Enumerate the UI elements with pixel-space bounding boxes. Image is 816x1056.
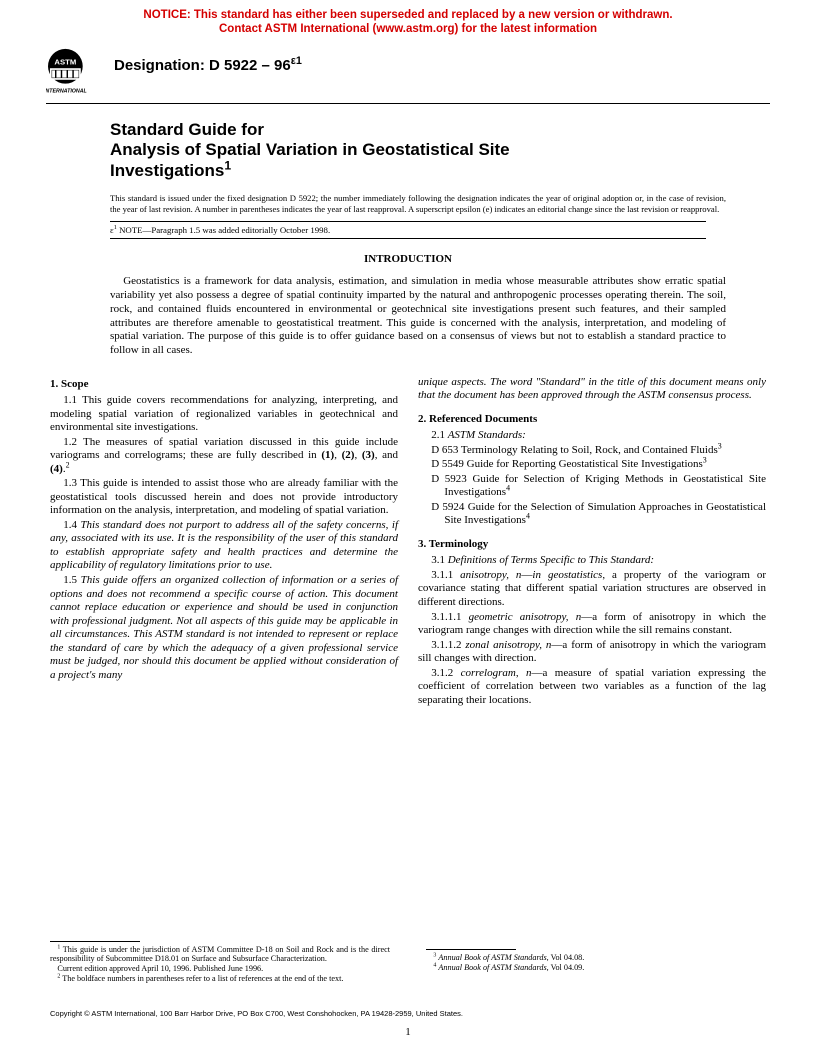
t31b: Definitions of Terms Specific to This St… [448, 554, 654, 566]
s15txt: This guide offers an organized collectio… [50, 574, 398, 681]
s12c: , [334, 449, 341, 461]
s12e: , [354, 449, 361, 461]
eps-text: —Paragraph 1.5 was added editorially Oct… [143, 225, 331, 235]
ref-item: D 653 Terminology Relating to Soil, Rock… [431, 444, 766, 458]
right-footnotes: 3 Annual Book of ASTM Standards, Vol 04.… [426, 939, 766, 973]
s12h: (4) [50, 463, 63, 475]
copyright: Copyright © ASTM International, 100 Barr… [50, 1009, 463, 1018]
term-3-1-2: 3.1.2 correlogram, n—a measure of spatia… [418, 667, 766, 708]
s12f: (3) [362, 449, 375, 461]
scope-1-4: 1.4 This standard does not purport to ad… [50, 519, 398, 573]
title-block: Standard Guide for Analysis of Spatial V… [0, 104, 816, 181]
fn-rule-right [426, 949, 516, 950]
doc-title: Standard Guide for Analysis of Spatial V… [110, 120, 756, 181]
s14txt: This standard does not purport to addres… [50, 519, 398, 572]
t31a: 3.1 [431, 554, 448, 566]
fn4v: , Vol 04.09. [547, 963, 585, 972]
ref-item: D 5549 Guide for Reporting Geostatistica… [431, 458, 766, 472]
t3112b: zonal anisotropy, n [465, 639, 551, 651]
t311d: in geostatistics [532, 569, 602, 581]
ref-item: D 5923 Guide for Selection of Kriging Me… [431, 473, 766, 500]
s12d: (2) [342, 449, 355, 461]
header: ASTM INTERNATIONAL Designation: D 5922 –… [0, 41, 816, 101]
notice-line-1: NOTICE: This standard has either been su… [143, 9, 672, 21]
footnote-1: 1 This guide is under the jurisdiction o… [50, 945, 390, 965]
t3111b: geometric anisotropy, n [469, 611, 582, 623]
footnote-3: 3 Annual Book of ASTM Standards, Vol 04.… [426, 953, 766, 963]
term-head: 3. Terminology [418, 538, 766, 552]
eps-sup: 1 [114, 224, 117, 231]
notice-line-2: Contact ASTM International (www.astm.org… [219, 23, 597, 35]
t3111a: 3.1.1.1 [431, 611, 468, 623]
right-column: unique aspects. The word "Standard" in t… [418, 376, 766, 708]
fn3v: , Vol 04.08. [547, 953, 585, 962]
t3112a: 3.1.1.2 [431, 639, 465, 651]
scope-1-3: 1.3 This guide is intended to assist tho… [50, 477, 398, 518]
designation: Designation: D 5922 – 96ε1 [114, 47, 302, 74]
fn1t: This guide is under the jurisdiction of … [50, 945, 390, 964]
footnote-4: 4 Annual Book of ASTM Standards, Vol 04.… [426, 963, 766, 973]
title-line-3: Investigations [110, 161, 224, 180]
t312b: correlogram [461, 667, 516, 679]
title-line-2: Analysis of Spatial Variation in Geostat… [110, 140, 510, 159]
footnote-2: 2 The boldface numbers in parentheses re… [50, 974, 390, 984]
svg-text:ASTM: ASTM [54, 57, 76, 66]
svg-text:INTERNATIONAL: INTERNATIONAL [46, 88, 87, 94]
t312a: 3.1.2 [431, 667, 460, 679]
fn3t: Annual Book of ASTM Standards [438, 953, 546, 962]
t312c: , [516, 667, 526, 679]
left-footnotes: 1 This guide is under the jurisdiction o… [50, 931, 390, 984]
fn2t: The boldface numbers in parentheses refe… [60, 974, 343, 983]
fn4t: Annual Book of ASTM Standards [438, 963, 546, 972]
issuance-note: This standard is issued under the fixed … [0, 181, 816, 215]
notice-banner: NOTICE: This standard has either been su… [0, 0, 816, 41]
t311c: — [521, 569, 532, 581]
footnote-1b: Current edition approved April 10, 1996.… [50, 964, 390, 974]
t311b: anisotropy, n [460, 569, 521, 581]
term-3-1: 3.1 Definitions of Terms Specific to Thi… [418, 554, 766, 568]
refs-head: 2. Referenced Documents [418, 413, 766, 427]
scope-1-5: 1.5 This guide offers an organized colle… [50, 574, 398, 682]
refs-list: D 653 Terminology Relating to Soil, Rock… [418, 444, 766, 528]
left-column: 1. Scope 1.1 This guide covers recommend… [50, 376, 398, 708]
intro-heading: INTRODUCTION [0, 239, 816, 265]
eps-label: NOTE [119, 225, 142, 235]
term-3-1-1-1: 3.1.1.1 geometric anisotropy, n—a form o… [418, 611, 766, 638]
scope-1-1: 1.1 This guide covers recommendations fo… [50, 394, 398, 435]
s12b: (1) [321, 449, 334, 461]
designation-text: Designation: D 5922 – 96 [114, 57, 291, 74]
scope-head: 1. Scope [50, 378, 398, 392]
scope-1-2: 1.2 The measures of spatial variation di… [50, 436, 398, 477]
title-line-1: Standard Guide for [110, 120, 264, 139]
astm-logo: ASTM INTERNATIONAL [46, 47, 104, 101]
term-3-1-1: 3.1.1 anisotropy, n—in geostatistics, a … [418, 569, 766, 610]
epsilon-note: ε1 NOTE—Paragraph 1.5 was added editoria… [110, 221, 706, 239]
page-number: 1 [0, 1026, 816, 1038]
intro-body: Geostatistics is a framework for data an… [0, 265, 816, 358]
s12g: , and [375, 449, 398, 461]
fn-rule-left [50, 941, 140, 942]
body-columns: 1. Scope 1.1 This guide covers recommend… [0, 358, 816, 708]
refs-2-1: 2.1 ASTM Standards: [418, 429, 766, 443]
t311a: 3.1.1 [431, 569, 460, 581]
r21a: 2.1 [431, 429, 448, 441]
term-3-1-1-2: 3.1.1.2 zonal anisotropy, n—a form of an… [418, 639, 766, 666]
ref-item: D 5924 Guide for the Selection of Simula… [431, 501, 766, 528]
r21b: ASTM Standards: [448, 429, 526, 441]
scope-1-5-cont: unique aspects. The word "Standard" in t… [418, 376, 766, 403]
designation-eps: ε1 [291, 55, 302, 67]
